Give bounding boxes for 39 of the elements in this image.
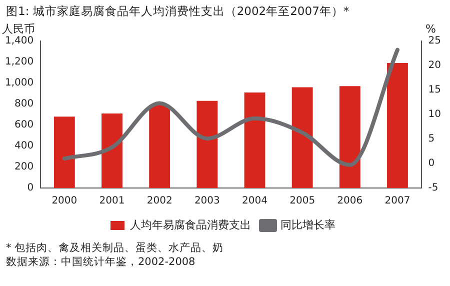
y-tick-label: 400 (14, 140, 34, 152)
bar (102, 113, 122, 188)
y-tick-label: 1,400 (4, 36, 34, 47)
y2-tick-label: 20 (428, 60, 442, 72)
y2-tick-label: 10 (428, 109, 442, 120)
y2-tick-label: 0 (428, 158, 435, 170)
y2-tick-label: 25 (428, 36, 442, 47)
y2-axis-title: % (426, 22, 436, 36)
y2-tick-label: -5 (428, 182, 438, 194)
y-tick-label: 600 (14, 120, 34, 131)
bar (387, 63, 408, 188)
y-tick-label: 1,200 (4, 56, 34, 68)
bar (149, 105, 170, 188)
y-axis-title: 人民币 (2, 22, 35, 36)
y-tick-label: 200 (14, 162, 34, 173)
x-tick-label: 2004 (242, 196, 268, 207)
x-tick-label: 2007 (384, 196, 410, 207)
x-tick-label: 2002 (146, 196, 172, 207)
y2-tick-label: 5 (428, 134, 435, 145)
legend-label: 同比增长率 (280, 218, 336, 232)
x-tick-label: 2001 (99, 196, 125, 207)
bar (292, 87, 313, 188)
x-tick-label: 2005 (290, 196, 316, 207)
y2-tick-label: 15 (428, 84, 442, 96)
x-tick-label: 2003 (194, 196, 220, 207)
y-tick-label: 1,000 (4, 78, 34, 89)
bar (54, 116, 75, 188)
bar (339, 86, 360, 188)
text: * 包括肉、禽及相关制品、蛋类、水产品、奶 (5, 241, 225, 255)
y-tick-label: 800 (14, 98, 34, 110)
bar (196, 100, 218, 188)
line-series (62, 48, 400, 167)
source-note: 数据来源：中国统计年鉴，2002-2008 (5, 255, 196, 269)
x-tick-label: 2000 (52, 196, 78, 207)
chart-title: 图1: 城市家庭易腐食品年人均消费性支出（2002年至2007年）* (5, 3, 350, 19)
y-tick-label: 0 (27, 182, 34, 194)
bar (244, 92, 266, 188)
x-tick-label: 2006 (337, 196, 363, 207)
legend-label: 人均年易腐食品消费支出 (130, 218, 251, 232)
